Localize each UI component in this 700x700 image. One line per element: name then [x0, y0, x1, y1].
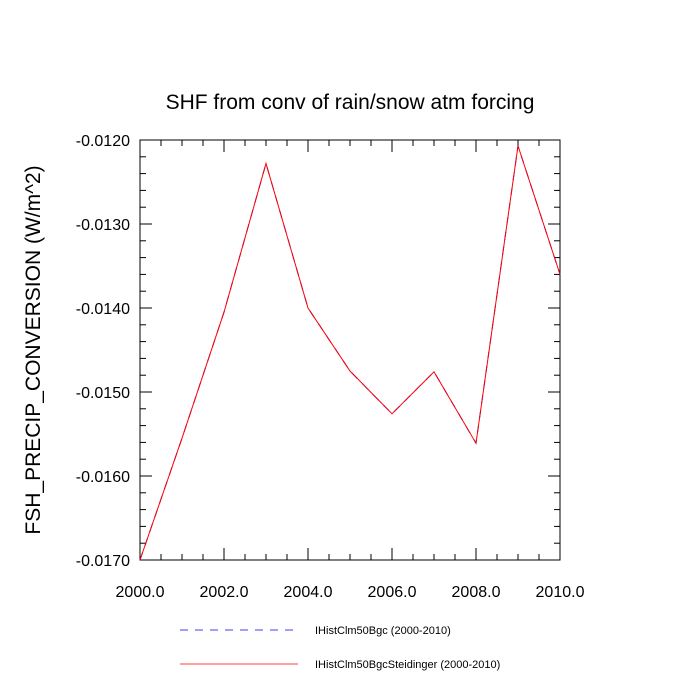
y-axis-label: FSH_PRECIP_CONVERSION (W/m^2): [22, 165, 45, 534]
y-axis: -0.0120 -0.0130 -0.0140 -0.0150 -0.0160 -0.01…: [76, 133, 560, 570]
series-lines: [139, 145, 561, 561]
x-tick-label: 2006.0: [368, 584, 417, 601]
y-tick-label: -0.0130: [76, 217, 130, 234]
series-line-1: [139, 145, 561, 561]
legend: IHistClm50Bgc (2000-2010) IHistClm50BgcSt…: [180, 625, 500, 671]
x-tick-label: 2000.0: [116, 584, 165, 601]
chart-title: SHF from conv of rain/snow atm forcing: [166, 91, 535, 114]
x-tick-label: 2010.0: [536, 584, 585, 601]
y-tick-label: -0.0140: [76, 301, 130, 318]
legend-label-2: IHistClm50BgcSteidinger (2000-2010): [315, 659, 500, 671]
series-line-2: [139, 145, 561, 561]
x-tick-label: 2002.0: [200, 584, 249, 601]
y-tick-label: -0.0150: [76, 385, 130, 402]
y-tick-label: -0.0160: [76, 469, 130, 486]
x-axis: 2000.0 2002.0 2004.0 2006.0 2008.0 2010.0: [116, 140, 585, 601]
x-tick-label: 2008.0: [452, 584, 501, 601]
legend-label-1: IHistClm50Bgc (2000-2010): [315, 625, 451, 637]
y-tick-label: -0.0170: [76, 553, 130, 570]
y-tick-label: -0.0120: [76, 133, 130, 150]
x-tick-label: 2004.0: [284, 584, 333, 601]
plot-frame: [139, 139, 561, 561]
